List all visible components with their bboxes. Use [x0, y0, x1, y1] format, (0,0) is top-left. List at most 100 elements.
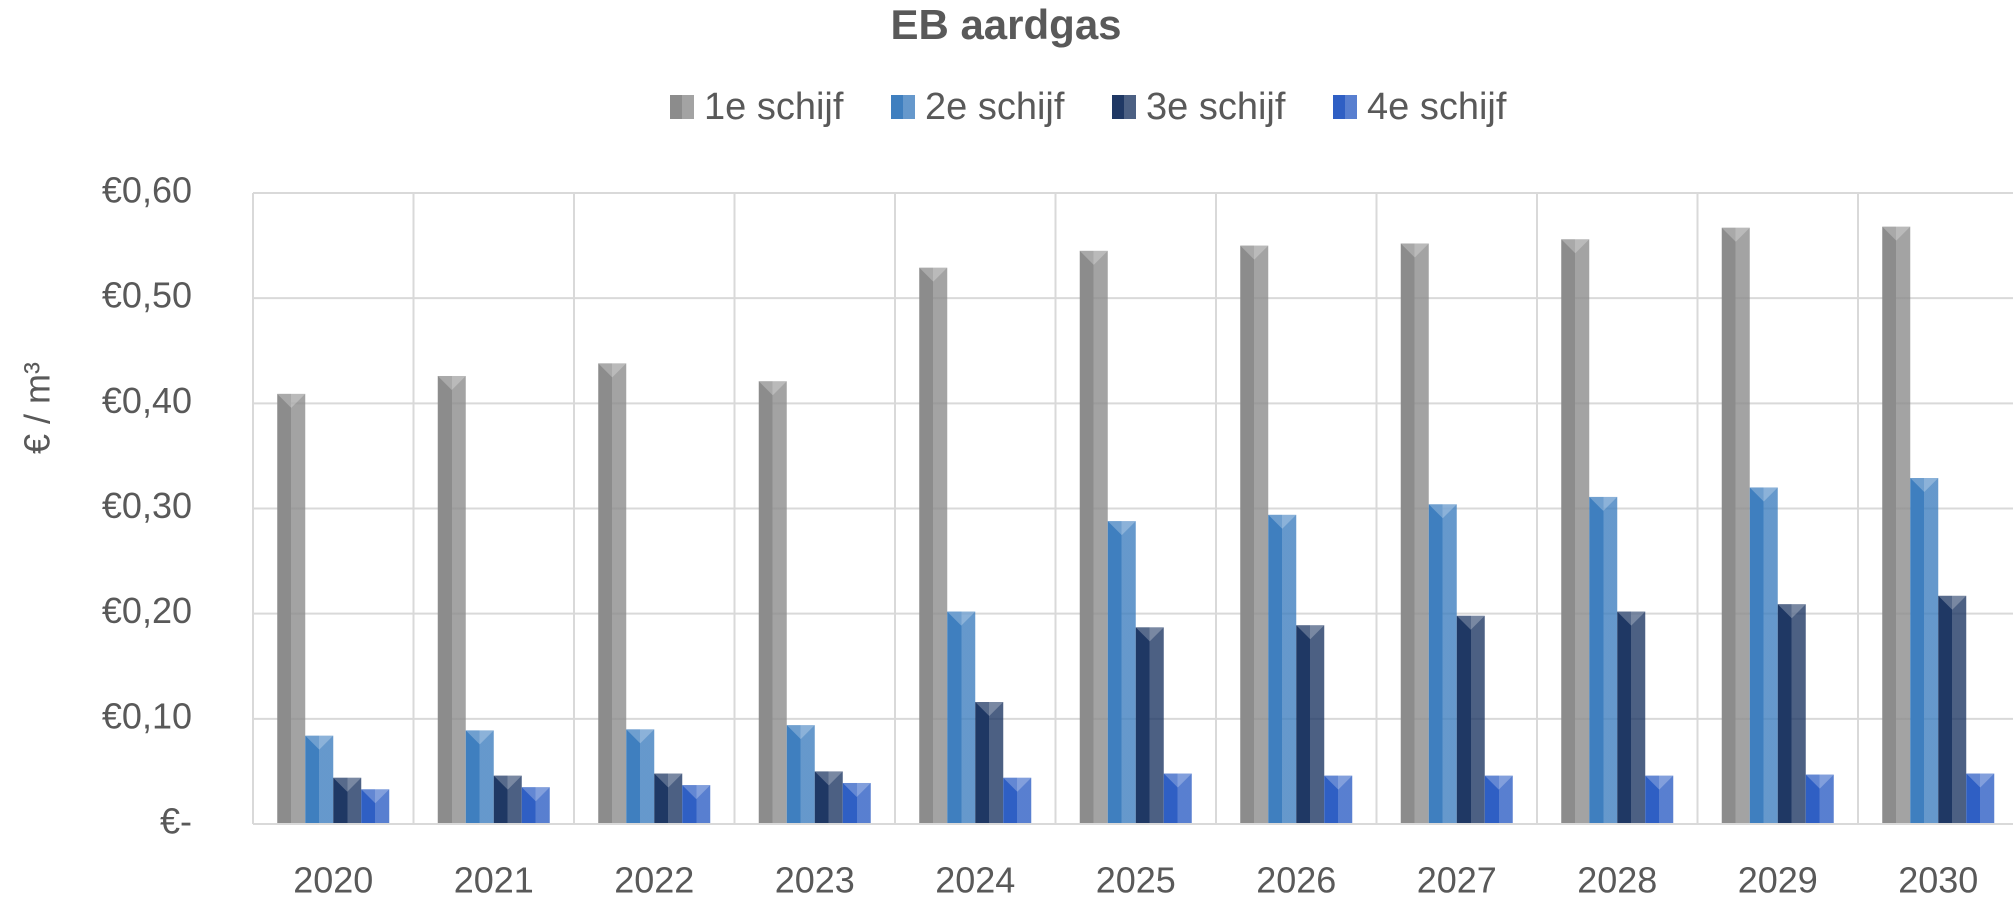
- bar: [1079, 250, 1108, 824]
- bar: [333, 777, 362, 824]
- y-tick-label: €0,50: [102, 275, 192, 316]
- bar: [1966, 773, 1995, 824]
- bar-top: [1966, 773, 1995, 788]
- legend-label: 1e schijf: [704, 86, 844, 128]
- bar: [465, 730, 494, 824]
- x-tick-label: 2028: [1577, 860, 1657, 899]
- bar: [598, 363, 627, 824]
- bar-top: [786, 725, 815, 740]
- bar: [437, 375, 466, 824]
- bar-top: [1428, 504, 1457, 519]
- bar: [1721, 227, 1750, 824]
- bar: [1135, 627, 1164, 824]
- legend-label: 3e schijf: [1146, 86, 1286, 128]
- bar: [1749, 487, 1778, 824]
- y-tick-label: €0,30: [102, 485, 192, 526]
- bar-top: [1617, 611, 1646, 626]
- bar-top: [682, 785, 711, 800]
- bar-top: [1721, 227, 1750, 242]
- y-tick-label: €0,60: [102, 170, 192, 211]
- x-tick-label: 2023: [775, 860, 855, 899]
- bar: [1589, 496, 1618, 824]
- legend-label: 2e schijf: [925, 86, 1065, 128]
- bar-top: [814, 771, 843, 786]
- bar: [975, 702, 1004, 824]
- y-tick-label: €0,40: [102, 380, 192, 421]
- y-tick-label: €0,10: [102, 695, 192, 736]
- bar-top: [465, 730, 494, 745]
- x-tick-label: 2030: [1898, 860, 1978, 899]
- bar: [682, 785, 711, 824]
- bar: [1003, 777, 1032, 824]
- bar: [1428, 504, 1457, 824]
- bar-top: [1324, 775, 1353, 790]
- bar: [758, 381, 787, 824]
- bar-top: [493, 775, 522, 790]
- bar: [947, 611, 976, 824]
- bar-top: [1107, 521, 1136, 536]
- x-tick-label: 2029: [1738, 860, 1818, 899]
- x-tick-label: 2024: [935, 860, 1015, 899]
- bar-top: [1484, 775, 1513, 790]
- bar: [1163, 773, 1192, 824]
- bar-top: [305, 735, 334, 750]
- x-tick-label: 2027: [1417, 860, 1497, 899]
- bar-top: [1135, 627, 1164, 642]
- bar-top: [1400, 243, 1429, 258]
- bar: [1645, 775, 1674, 824]
- legend-marker: [670, 95, 694, 119]
- bar: [1456, 615, 1485, 824]
- bar-top: [975, 702, 1004, 717]
- bar: [361, 789, 390, 824]
- bar: [493, 775, 522, 824]
- bar: [1561, 239, 1590, 825]
- bar-top: [1749, 487, 1778, 502]
- chart-title: EB aardgas: [890, 1, 1121, 48]
- bar: [277, 393, 306, 824]
- bar: [842, 782, 871, 824]
- bar-top: [1296, 625, 1325, 640]
- bar-top: [361, 789, 390, 804]
- bar: [626, 729, 655, 824]
- bar: [1938, 595, 1967, 824]
- bar: [521, 787, 550, 824]
- bar-top: [919, 267, 948, 282]
- bar-top: [947, 611, 976, 626]
- legend-marker: [1333, 95, 1357, 119]
- bar-top: [758, 381, 787, 396]
- y-tick-label: €0,20: [102, 590, 192, 631]
- bar: [1240, 245, 1269, 825]
- bar-top: [1561, 239, 1590, 254]
- bar: [654, 773, 683, 824]
- bar-top: [277, 393, 306, 408]
- bar: [1296, 625, 1325, 824]
- y-axis-label: € / m³: [17, 362, 58, 454]
- bar-top: [1938, 595, 1967, 610]
- x-tick-label: 2021: [454, 860, 534, 899]
- bar: [1805, 774, 1834, 824]
- y-tick-label: €-: [160, 801, 192, 842]
- bar-top: [842, 782, 871, 797]
- bar: [1400, 243, 1429, 825]
- legend-label: 4e schijf: [1367, 86, 1507, 128]
- bar: [1777, 604, 1806, 824]
- bar: [1107, 521, 1136, 824]
- bar-top: [1079, 250, 1108, 265]
- bar-top: [1240, 245, 1269, 260]
- bar: [1484, 775, 1513, 824]
- bar: [786, 725, 815, 824]
- bar: [1268, 514, 1297, 824]
- bar-top: [1805, 774, 1834, 789]
- bar: [1324, 775, 1353, 824]
- bar-top: [1163, 773, 1192, 788]
- bar: [814, 771, 843, 824]
- bar-top: [1003, 777, 1032, 792]
- bar: [1617, 611, 1646, 824]
- bar-top: [437, 375, 466, 390]
- bar-top: [654, 773, 683, 788]
- bar-top: [1589, 496, 1618, 511]
- bar-top: [626, 729, 655, 744]
- bar-top: [1268, 514, 1297, 529]
- bar-top: [1882, 226, 1911, 241]
